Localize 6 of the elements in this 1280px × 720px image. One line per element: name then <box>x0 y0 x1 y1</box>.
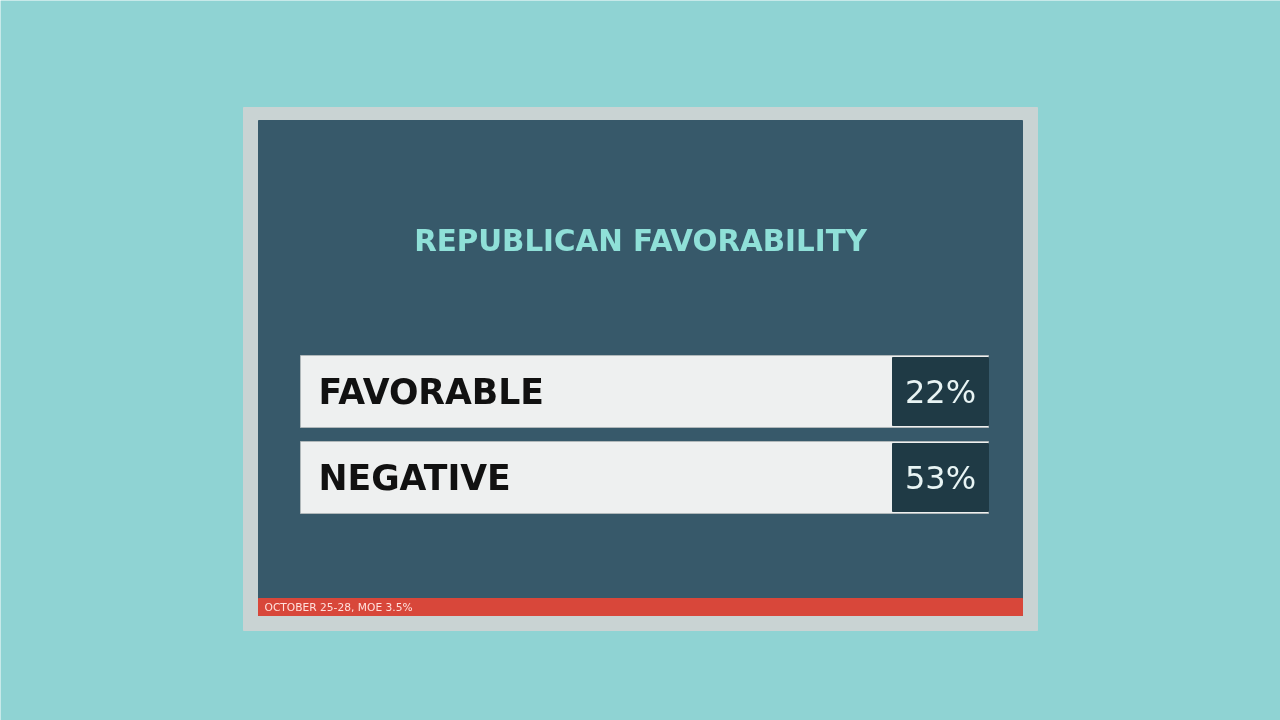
text: REPUBLICAN FAVORABILITY <box>414 223 868 258</box>
data-label: 53% <box>904 458 977 497</box>
category-label: NEGATIVE <box>318 457 511 498</box>
data-label: 22% <box>904 372 977 411</box>
text: OCTOBER 25-28, MOE 3.5% <box>264 601 413 614</box>
category-label: FAVORABLE <box>318 371 545 412</box>
